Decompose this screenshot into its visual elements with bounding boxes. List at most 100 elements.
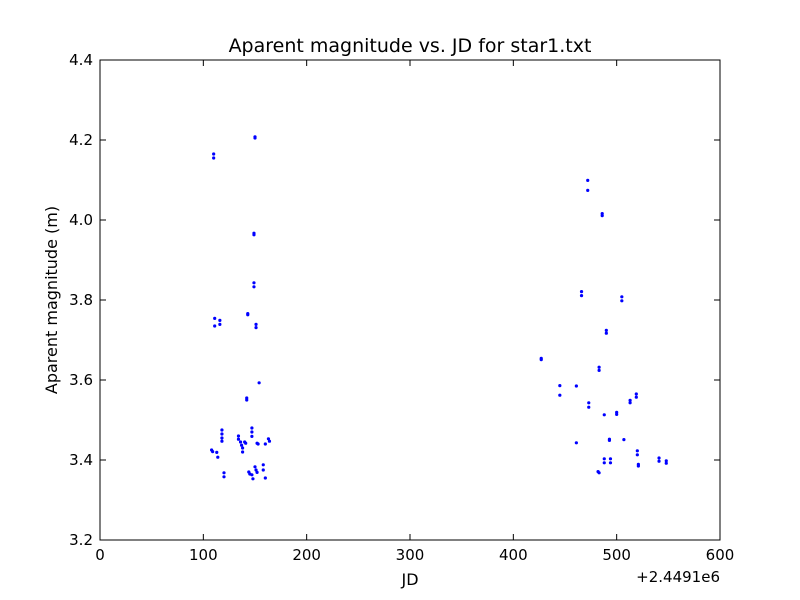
data-point-74 — [602, 457, 606, 461]
data-point-58 — [558, 393, 562, 397]
data-point-35 — [256, 442, 260, 446]
data-point-84 — [620, 295, 624, 299]
data-point-98 — [664, 461, 668, 465]
data-point-97 — [664, 459, 668, 463]
data-point-44 — [222, 475, 226, 479]
data-point-60 — [574, 441, 578, 445]
y-axis-ticks: 3.2 3.4 3.6 3.8 4.0 4.2 4.4 — [69, 51, 720, 549]
data-point-36 — [263, 442, 267, 446]
data-point-57 — [558, 384, 562, 388]
data-point-3 — [253, 136, 257, 140]
data-point-62 — [579, 294, 584, 298]
data-point-96 — [657, 459, 661, 463]
data-point-49 — [253, 465, 257, 469]
data-point-10 — [254, 322, 258, 326]
x-tick-label: 500 — [602, 546, 631, 564]
y-axis-label: Aparent magnitude (m) — [42, 206, 61, 394]
data-point-87 — [628, 398, 632, 402]
x-tick-label: 0 — [95, 546, 105, 564]
y-tick-label: 3.2 — [69, 531, 93, 549]
data-point-50 — [254, 468, 258, 472]
data-point-40 — [211, 450, 215, 454]
data-point-14 — [218, 318, 222, 322]
data-point-21 — [220, 436, 224, 440]
data-point-91 — [635, 449, 639, 453]
data-point-26 — [239, 443, 244, 447]
data-point-73 — [602, 413, 606, 417]
data-point-22 — [220, 439, 224, 443]
data-point-6 — [252, 281, 256, 285]
x-axis-label: JD — [400, 570, 418, 589]
y-tick-label: 4.4 — [69, 51, 93, 69]
x-tick-label: 100 — [189, 546, 218, 564]
data-point-65 — [587, 401, 591, 405]
data-point-85 — [620, 299, 624, 303]
y-tick-label: 4.2 — [69, 131, 93, 149]
data-point-53 — [261, 468, 265, 472]
data-point-59 — [574, 384, 578, 388]
x-tick-label: 400 — [499, 546, 528, 564]
data-point-95 — [657, 456, 661, 460]
data-point-33 — [250, 434, 254, 438]
data-point-48 — [251, 477, 255, 481]
data-point-64 — [586, 188, 590, 192]
x-axis-offset-label: +2.4491e6 — [636, 568, 720, 586]
data-point-72 — [600, 214, 604, 218]
data-point-16 — [257, 381, 261, 385]
data-point-43 — [222, 471, 226, 475]
plot-area-frame — [99, 59, 721, 541]
y-tick-label: 4.0 — [69, 211, 93, 229]
x-tick-label: 300 — [396, 546, 425, 564]
data-point-7 — [252, 285, 256, 289]
chart-title: Aparent magnitude vs. JD for star1.txt — [229, 35, 592, 57]
data-point-0 — [212, 152, 216, 156]
data-point-54 — [263, 476, 267, 480]
data-point-27 — [241, 446, 245, 450]
data-point-1 — [212, 156, 216, 160]
data-point-75 — [602, 461, 606, 465]
data-point-15 — [218, 322, 222, 326]
data-point-42 — [216, 455, 220, 459]
y-tick-label: 3.6 — [69, 371, 93, 389]
data-point-56 — [539, 358, 543, 362]
data-points — [210, 135, 668, 481]
data-point-61 — [579, 290, 584, 294]
data-point-63 — [586, 178, 590, 182]
data-point-13 — [213, 324, 217, 328]
data-point-25 — [238, 440, 243, 444]
data-point-66 — [587, 405, 591, 409]
data-point-41 — [215, 450, 219, 454]
data-point-89 — [634, 392, 638, 396]
x-tick-label: 600 — [706, 546, 735, 564]
data-point-80 — [608, 457, 613, 461]
data-point-19 — [220, 428, 224, 432]
data-point-12 — [213, 316, 217, 320]
data-point-47 — [250, 473, 254, 477]
data-point-83 — [615, 412, 619, 416]
data-point-30 — [244, 441, 248, 445]
data-point-51 — [255, 470, 259, 474]
data-point-76 — [604, 328, 608, 332]
data-point-28 — [241, 450, 245, 454]
data-point-77 — [604, 331, 608, 335]
data-point-37 — [266, 437, 271, 441]
data-point-11 — [254, 326, 258, 330]
data-point-31 — [250, 426, 254, 430]
data-point-5 — [252, 233, 256, 237]
data-point-90 — [634, 395, 638, 399]
data-point-9 — [246, 313, 250, 317]
data-point-79 — [607, 438, 612, 442]
data-point-67 — [597, 365, 601, 369]
data-point-20 — [220, 432, 224, 436]
y-tick-label: 3.8 — [69, 291, 93, 309]
data-point-94 — [636, 464, 640, 468]
data-point-24 — [236, 437, 241, 441]
data-point-18 — [245, 398, 249, 402]
data-point-38 — [267, 439, 272, 443]
data-point-92 — [635, 453, 639, 457]
x-tick-label: 200 — [292, 546, 321, 564]
x-axis-ticks: 0 100 200 300 400 500 600 — [95, 60, 734, 564]
data-point-86 — [622, 438, 626, 442]
data-point-68 — [597, 368, 601, 372]
